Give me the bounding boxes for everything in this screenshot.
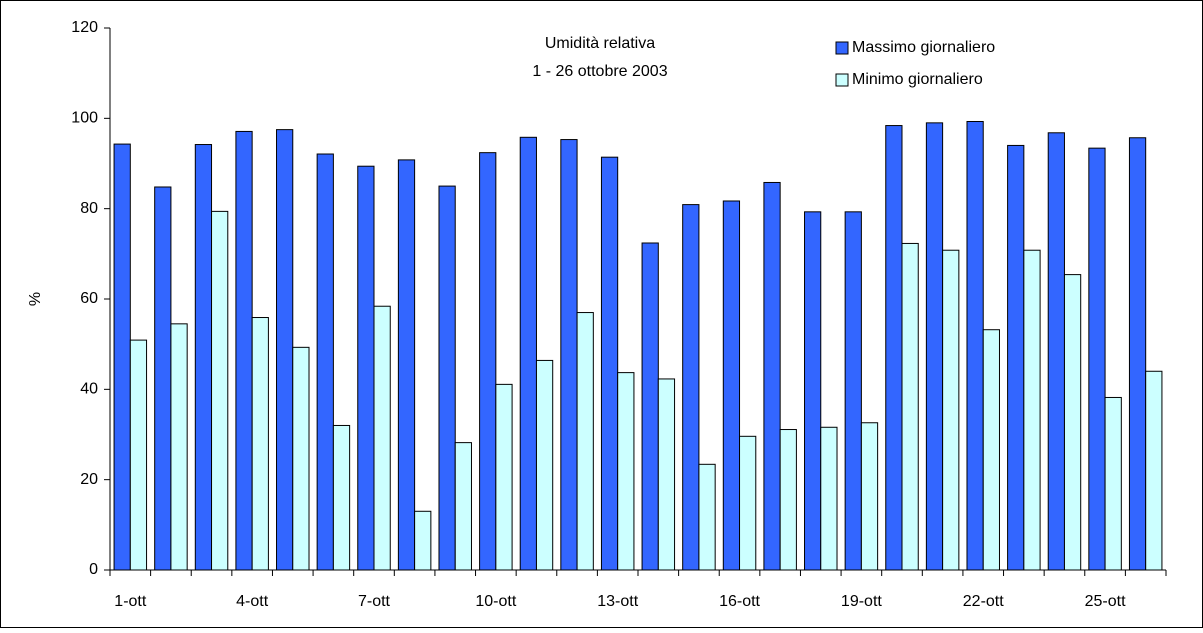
bar xyxy=(1145,370,1163,571)
bar xyxy=(966,120,984,571)
bar xyxy=(519,136,537,571)
y-tick-label: 60 xyxy=(80,290,98,307)
bar xyxy=(820,426,838,571)
bar xyxy=(698,463,716,571)
bar xyxy=(438,185,456,571)
y-tick-label: 0 xyxy=(89,561,98,578)
x-tick-label: 4-ott xyxy=(236,593,269,610)
bar xyxy=(901,242,919,571)
bar xyxy=(495,383,513,571)
bar xyxy=(154,186,172,571)
chart-subtitle: 1 - 26 ottobre 2003 xyxy=(532,63,667,80)
bar xyxy=(316,153,334,571)
bar xyxy=(641,242,659,571)
bar xyxy=(682,204,700,571)
bar xyxy=(942,249,960,571)
bar xyxy=(129,339,148,571)
bar xyxy=(1104,396,1122,571)
legend-swatch xyxy=(835,73,849,87)
legend-label: Minimo giornaliero xyxy=(852,71,983,88)
x-tick-label: 10-ott xyxy=(475,593,516,610)
bar xyxy=(1023,249,1041,571)
bar xyxy=(1047,132,1065,571)
bar xyxy=(235,130,253,571)
y-tick-label: 40 xyxy=(80,381,98,398)
bar xyxy=(397,159,416,571)
x-tick-label: 13-ott xyxy=(597,593,638,610)
bar xyxy=(292,346,310,571)
bar xyxy=(414,510,432,571)
bar xyxy=(560,139,578,571)
bar xyxy=(739,435,757,571)
bar xyxy=(332,424,351,571)
bar xyxy=(535,359,554,571)
bar xyxy=(373,305,391,571)
y-axis-label: % xyxy=(27,292,44,306)
x-tick-label: 7-ott xyxy=(358,593,391,610)
x-tick-label: 1-ott xyxy=(114,593,147,610)
bar xyxy=(113,143,131,571)
legend-swatch xyxy=(835,41,849,55)
x-tick-label: 19-ott xyxy=(841,593,882,610)
x-tick-label: 22-ott xyxy=(963,593,1004,610)
bar xyxy=(779,429,797,571)
bar xyxy=(454,442,472,571)
y-tick-label: 120 xyxy=(71,19,98,36)
bar xyxy=(1007,144,1025,571)
bar xyxy=(276,129,294,571)
y-tick-label: 100 xyxy=(71,110,98,127)
bar xyxy=(1128,137,1147,571)
chart-title: Umidità relativa xyxy=(545,35,655,52)
bar xyxy=(479,152,497,571)
bar xyxy=(194,144,213,571)
bar xyxy=(804,211,822,571)
bar xyxy=(357,165,375,571)
bar xyxy=(844,211,862,571)
y-tick-label: 20 xyxy=(80,471,98,488)
bar xyxy=(657,378,676,571)
bar xyxy=(600,156,619,571)
y-tick-label: 80 xyxy=(80,200,98,217)
x-tick-label: 16-ott xyxy=(719,593,760,610)
x-tick-label: 25-ott xyxy=(1085,593,1126,610)
bar xyxy=(722,200,741,571)
bar xyxy=(170,323,188,571)
bar xyxy=(1063,274,1082,571)
bar xyxy=(251,317,269,571)
bar xyxy=(1088,147,1106,571)
bar xyxy=(211,210,229,571)
bar xyxy=(982,329,1000,571)
bar xyxy=(617,372,635,571)
bar xyxy=(925,122,944,571)
bar xyxy=(763,181,781,571)
legend-label: Massimo giornaliero xyxy=(852,39,995,56)
bar xyxy=(860,422,879,571)
bar xyxy=(576,312,594,571)
bar xyxy=(885,125,903,571)
